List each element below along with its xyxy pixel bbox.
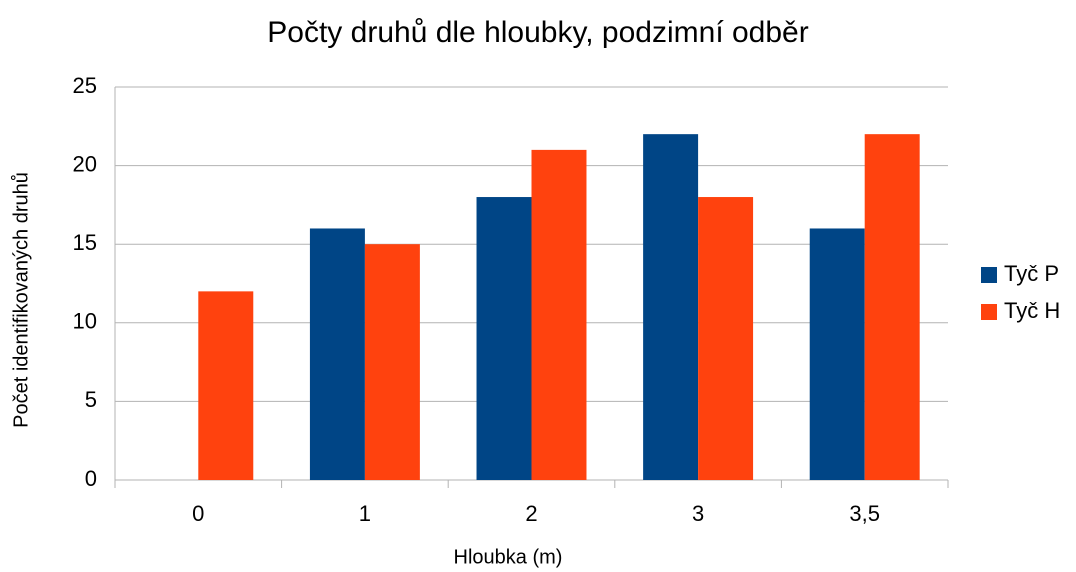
bar <box>309 228 365 480</box>
y-tick-label: 25 <box>73 73 97 98</box>
y-tick-label: 15 <box>73 230 97 255</box>
bar <box>864 134 920 480</box>
legend-label: Tyč P <box>1004 261 1059 286</box>
bar <box>698 197 754 481</box>
y-tick-label: 0 <box>85 466 97 491</box>
bar <box>643 134 699 480</box>
legend-swatch <box>981 267 997 283</box>
y-tick-label: 10 <box>73 309 97 334</box>
x-tick-label: 1 <box>359 501 371 526</box>
y-tick-label: 20 <box>73 151 97 176</box>
y-axis-label: Počet identifikovaných druhů <box>10 172 32 428</box>
x-tick-label: 2 <box>525 501 537 526</box>
bar <box>531 149 587 480</box>
y-tick-label: 5 <box>85 387 97 412</box>
bar <box>198 291 254 480</box>
bar <box>476 197 532 481</box>
x-axis-label: Hloubka (m) <box>454 546 563 568</box>
legend-swatch <box>981 304 997 320</box>
bar <box>364 244 420 480</box>
x-tick-label: 0 <box>192 501 204 526</box>
x-tick-label: 3 <box>692 501 704 526</box>
chart-title: Počty druhů dle hloubky, podzimní odběr <box>267 16 808 49</box>
legend-label: Tyč H <box>1004 298 1060 323</box>
bar <box>809 228 865 480</box>
x-tick-label: 3,5 <box>849 501 880 526</box>
